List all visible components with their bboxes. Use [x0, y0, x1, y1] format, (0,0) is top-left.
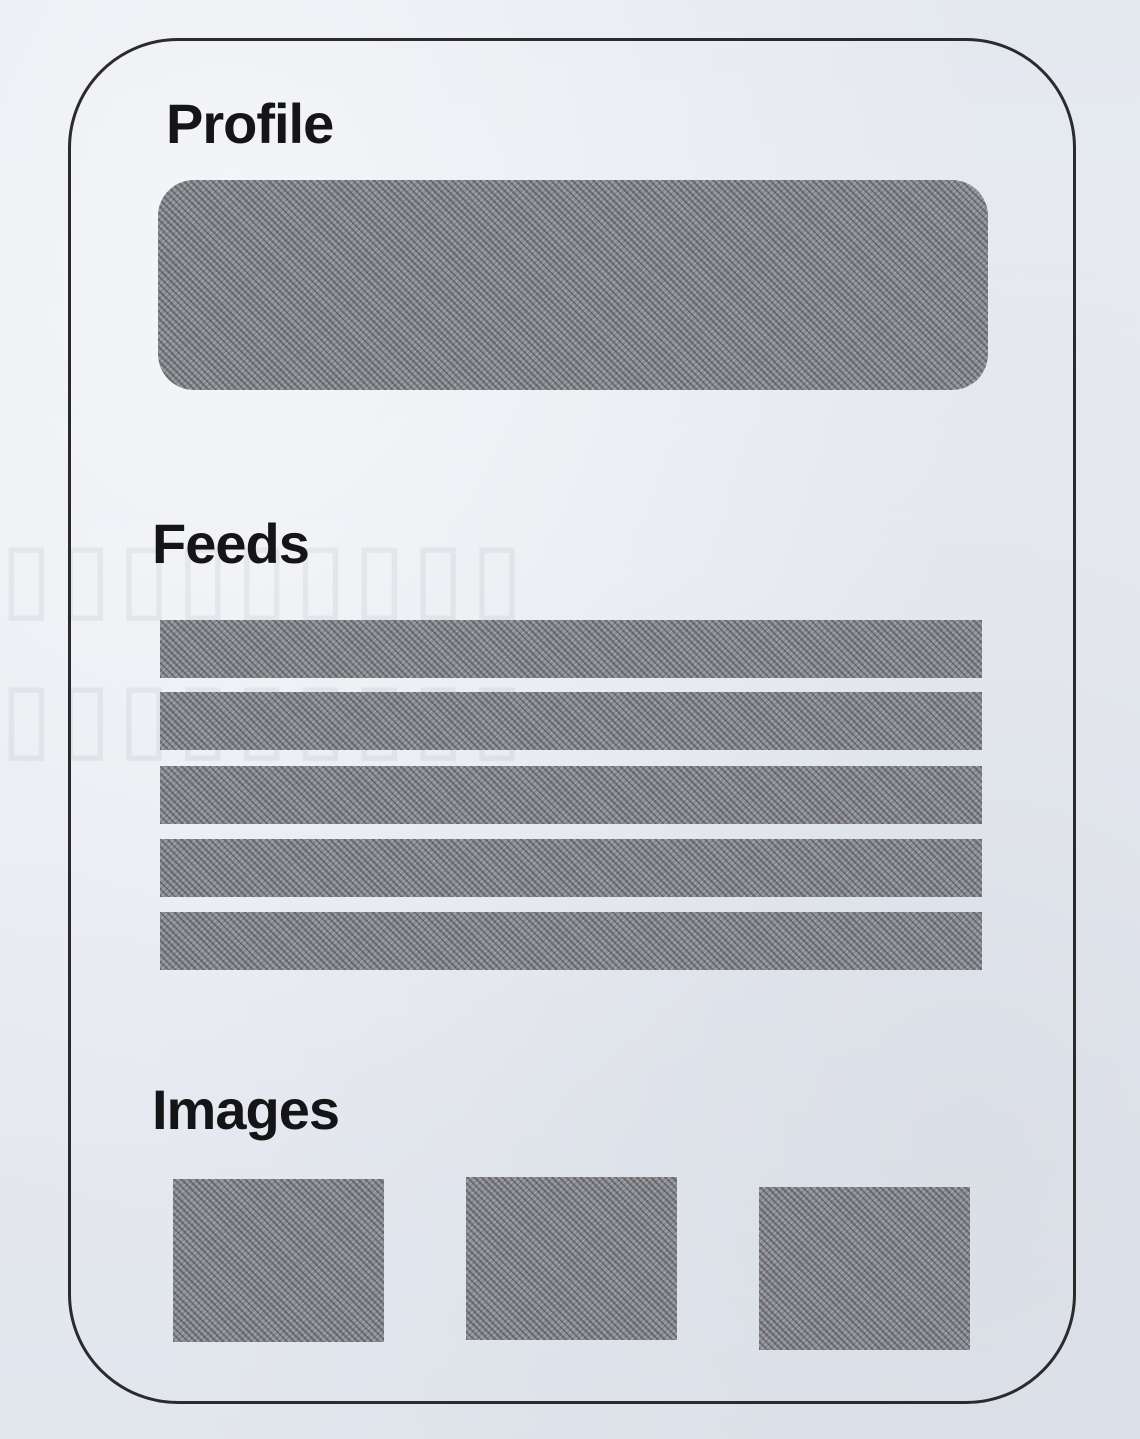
- image-placeholder: [466, 1177, 677, 1340]
- profile-placeholder: [158, 180, 988, 390]
- feed-row-placeholder: [160, 620, 982, 678]
- feed-row-placeholder: [160, 692, 982, 750]
- image-placeholder: [759, 1187, 970, 1350]
- feed-row-placeholder: [160, 766, 982, 824]
- image-placeholder: [173, 1179, 384, 1342]
- feed-row-placeholder: [160, 912, 982, 970]
- profile-title: Profile: [166, 92, 334, 155]
- feeds-title: Feeds: [152, 512, 310, 575]
- feed-row-placeholder: [160, 839, 982, 897]
- bleed-through-texture: ▯▯▯▯▯▯▯▯▯: [0, 520, 530, 632]
- images-title: Images: [152, 1078, 340, 1141]
- wireframe-card: [68, 38, 1076, 1404]
